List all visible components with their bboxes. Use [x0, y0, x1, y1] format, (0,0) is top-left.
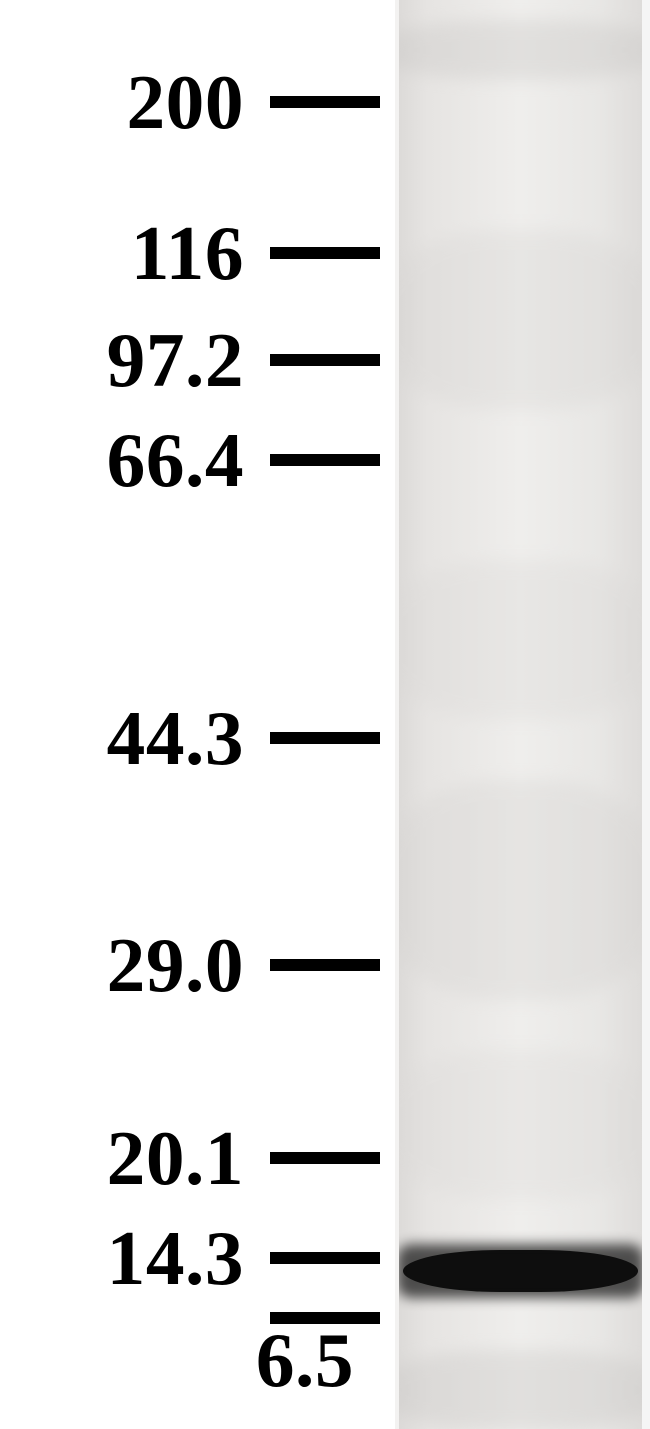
mw-marker: 66.4: [0, 422, 380, 499]
mw-marker-tick: [270, 96, 380, 108]
lane-smear: [398, 230, 643, 410]
mw-marker: 6.5: [0, 1322, 380, 1399]
mw-marker-label: 97.2: [0, 316, 270, 405]
sample-lane: [398, 0, 643, 1429]
lane-smear: [398, 780, 643, 1000]
mw-marker-tick: [270, 1152, 380, 1164]
mw-marker-tick: [270, 732, 380, 744]
mw-marker-tick: [270, 1252, 380, 1264]
lane-edge: [642, 0, 650, 1429]
mw-marker: 29.0: [0, 927, 380, 1004]
mw-marker-label: 29.0: [0, 921, 270, 1010]
mw-marker-tick: [270, 454, 380, 466]
mw-marker-tick: [270, 354, 380, 366]
mw-marker-label: 44.3: [0, 694, 270, 783]
mw-marker-label: 20.1: [0, 1114, 270, 1203]
mw-marker-label: 66.4: [0, 416, 270, 505]
mw-marker: 20.1: [0, 1120, 380, 1197]
blot-figure: 200 116 97.2 66.4 44.3 29.0 20.1 14.3 6.5: [0, 0, 650, 1429]
mw-marker: 97.2: [0, 322, 380, 399]
molecular-weight-ladder: 200 116 97.2 66.4 44.3 29.0 20.1 14.3 6.5: [0, 0, 380, 1429]
mw-marker: 14.3: [0, 1220, 380, 1297]
mw-marker: 44.3: [0, 700, 380, 777]
main-band-14kda: [403, 1250, 638, 1292]
mw-marker: 116: [0, 215, 380, 292]
lane-smear: [398, 1350, 643, 1429]
mw-marker-label: 200: [0, 58, 270, 147]
mw-marker-tick: [270, 1312, 380, 1324]
mw-marker-label: 6.5: [110, 1316, 380, 1405]
mw-marker-tick: [270, 247, 380, 259]
lane-edge: [395, 0, 399, 1429]
mw-marker-label: 14.3: [0, 1214, 270, 1303]
mw-marker-tick: [270, 959, 380, 971]
mw-marker-label: 116: [0, 209, 270, 298]
lane-smear: [398, 560, 643, 720]
lane-smear: [398, 20, 643, 80]
lane-smear: [398, 1050, 643, 1200]
mw-marker: 200: [0, 64, 380, 141]
